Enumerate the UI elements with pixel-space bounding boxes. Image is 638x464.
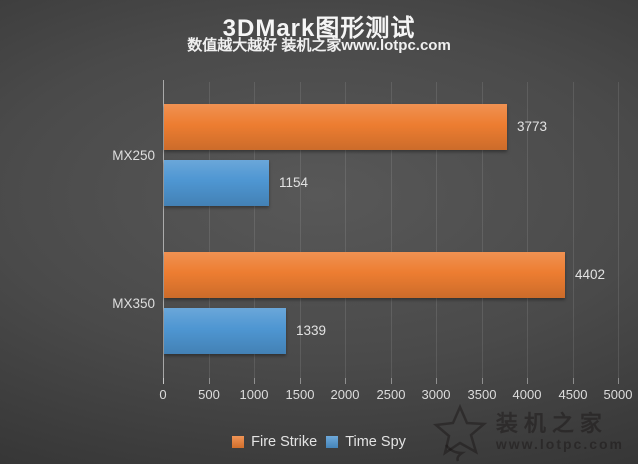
bar-value-label: 1339 — [296, 323, 327, 338]
axis-tick — [254, 378, 255, 384]
watermark-site-url: www.lotpc.com — [495, 436, 624, 452]
bar-value-label: 3773 — [517, 119, 548, 134]
legend: Fire Strike Time Spy — [0, 431, 638, 453]
gridline — [573, 82, 574, 378]
time-spy-swatch-icon — [326, 436, 339, 448]
x-axis-tick-label: 1500 — [285, 387, 315, 402]
gridline — [209, 82, 210, 378]
bar-mx250-fire-strike — [164, 104, 507, 150]
gridline — [345, 82, 346, 378]
axis-tick — [482, 378, 483, 384]
category-label: MX350 — [112, 296, 155, 311]
axis-tick — [573, 378, 574, 384]
fire-strike-swatch-icon — [232, 436, 245, 448]
bar-mx350-time-spy — [164, 308, 286, 354]
axis-tick — [209, 378, 210, 384]
legend-item-time-spy: Time Spy — [326, 434, 406, 450]
x-axis-tick-label: 3000 — [421, 387, 451, 402]
x-axis-tick-label: 3500 — [467, 387, 497, 402]
bar-mx350-fire-strike — [164, 252, 565, 298]
bar-value-label: 1154 — [279, 175, 309, 190]
gridline — [618, 82, 619, 378]
watermark-text: 装机之家 www.lotpc.com — [495, 411, 624, 453]
x-axis-tick-label: 2500 — [376, 387, 406, 402]
legend-item-fire-strike: Fire Strike — [232, 434, 317, 450]
axis-tick — [618, 378, 619, 384]
gridline — [482, 82, 483, 378]
x-axis-tick-label: 5000 — [603, 387, 633, 402]
axis-tick — [345, 378, 346, 384]
category-axis-line — [163, 80, 164, 384]
gridline — [254, 82, 255, 378]
chart-subtitle: 数值越大越好 装机之家www.lotpc.com — [187, 37, 451, 54]
x-axis-tick-label: 0 — [159, 387, 167, 402]
gridline — [527, 82, 528, 378]
bar-mx250-time-spy — [164, 160, 269, 206]
axis-tick — [300, 378, 301, 384]
gridline — [391, 82, 392, 378]
bar-value-label: 4402 — [575, 267, 606, 282]
x-axis-tick-label: 1000 — [239, 387, 269, 402]
legend-label: Fire Strike — [251, 434, 318, 450]
axis-tick — [436, 378, 437, 384]
x-axis-tick-label: 500 — [198, 387, 220, 402]
star-icon — [432, 403, 488, 462]
axis-tick — [527, 378, 528, 384]
watermark: 装机之家 www.lotpc.com — [432, 400, 624, 464]
x-axis-tick-label: 4000 — [512, 387, 542, 402]
legend-label: Time Spy — [345, 434, 406, 450]
category-label: MX250 — [112, 148, 155, 163]
gridline — [436, 82, 437, 378]
chart-title: 3DMark图形测试 — [222, 15, 416, 42]
axis-tick — [391, 378, 392, 384]
x-axis-tick-label: 4500 — [558, 387, 588, 402]
watermark-site-name: 装机之家 — [495, 411, 608, 436]
x-axis-tick-label: 2000 — [330, 387, 360, 402]
gridline — [300, 82, 301, 378]
